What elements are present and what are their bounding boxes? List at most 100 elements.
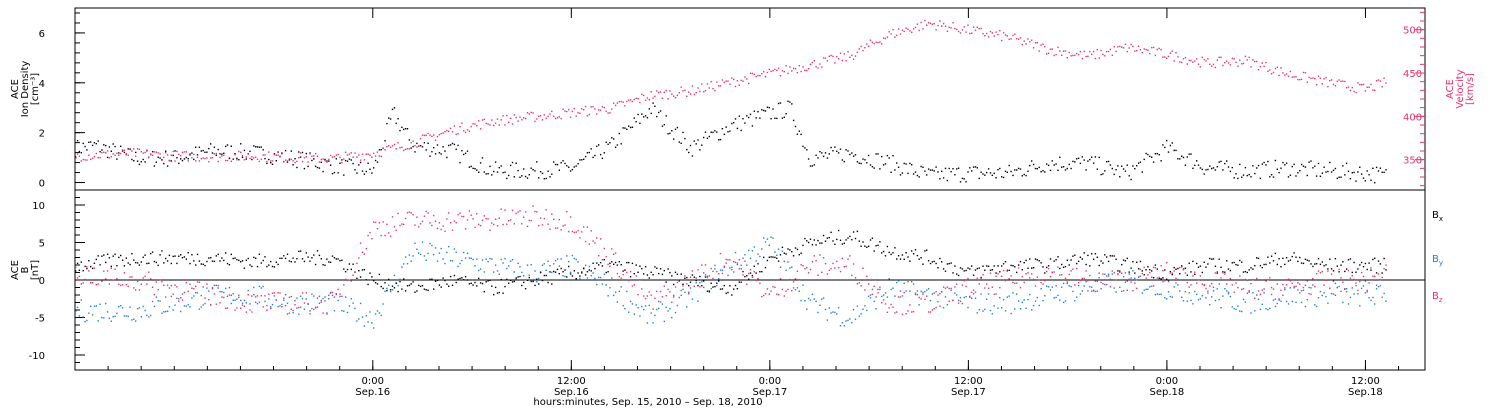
density-series-point	[376, 161, 379, 163]
by-series-point	[605, 284, 607, 286]
velocity-series-point	[208, 161, 210, 163]
bx-series-point	[183, 256, 186, 258]
bz-series-point	[942, 286, 945, 288]
by-series-point	[271, 303, 274, 306]
density-series-point	[763, 109, 765, 112]
by-series-point	[1025, 307, 1027, 309]
bz-series-point	[807, 272, 810, 274]
bx-series-point	[1076, 262, 1078, 265]
bz-series-point	[1314, 285, 1316, 288]
velocity-series-point	[472, 123, 474, 125]
bz-series-point	[916, 294, 919, 296]
by-series-point	[984, 308, 986, 311]
bx-series-point	[538, 283, 540, 285]
velocity-series-point	[236, 159, 238, 161]
by-series-point	[856, 305, 859, 307]
bz-series-point	[333, 296, 336, 298]
by-series-point	[1100, 288, 1102, 290]
velocity-series-point	[135, 155, 137, 157]
bz-series-point	[240, 307, 242, 309]
bz-series-point	[526, 225, 529, 227]
by-series-point	[656, 308, 658, 311]
bx-series-point	[1319, 263, 1322, 265]
density-series-point	[1359, 166, 1361, 168]
density-series-point	[129, 148, 131, 151]
velocity-axis-tick-label: 350	[1403, 156, 1422, 167]
by-series-point	[163, 311, 165, 313]
density-series-point	[1274, 159, 1277, 162]
bx-series-point	[1349, 258, 1352, 260]
by-series-point	[112, 316, 114, 318]
bx-series-point	[984, 269, 986, 271]
density-series-point	[699, 149, 701, 151]
velocity-series-point	[961, 29, 964, 31]
bx-series-point	[911, 250, 913, 252]
bx-series-point	[1098, 264, 1100, 267]
bx-series-point	[569, 273, 572, 275]
bx-series-point	[766, 259, 769, 262]
by-series-point	[1201, 295, 1203, 297]
density-series-point	[1330, 171, 1333, 173]
velocity-series-point	[75, 157, 77, 160]
bz-series-point	[249, 309, 251, 311]
velocity-series-point	[1280, 67, 1282, 69]
velocity-series-point	[860, 45, 862, 48]
bx-series-point	[869, 239, 872, 241]
bz-series-point	[283, 297, 285, 299]
density-series-point	[993, 172, 995, 174]
velocity-series-point	[553, 115, 555, 117]
bx-series-point	[1299, 256, 1301, 259]
density-series-point	[403, 128, 405, 131]
bz-series-point	[1227, 293, 1230, 295]
bz-series-point	[1237, 286, 1239, 289]
density-series-point	[1132, 165, 1134, 167]
b-axis-title-line: ACE	[10, 260, 21, 280]
bz-series-point	[806, 267, 808, 269]
bx-series-point	[240, 261, 242, 263]
density-series-point	[581, 159, 583, 161]
bx-series-point	[536, 278, 538, 280]
velocity-series-point	[354, 152, 356, 154]
density-series-point	[564, 162, 566, 165]
bz-series-point	[903, 292, 905, 294]
velocity-series-point	[875, 41, 877, 43]
by-series-point	[896, 281, 898, 284]
bx-series-point	[90, 265, 92, 268]
density-series-point	[483, 171, 485, 173]
by-series-point	[121, 307, 124, 309]
by-series-point	[1014, 308, 1016, 310]
bx-series-point	[251, 265, 253, 268]
density-series-point	[80, 152, 82, 154]
bz-series-point	[954, 286, 956, 288]
velocity-series-point	[1248, 56, 1250, 59]
velocity-series-point	[1064, 50, 1067, 52]
density-series-point	[140, 161, 142, 163]
by-series-point	[240, 299, 242, 302]
bz-series-point	[408, 211, 411, 213]
density-series-point	[665, 115, 667, 117]
bx-series-point	[956, 273, 958, 275]
bz-series-point	[1149, 271, 1151, 274]
velocity-series-point	[198, 160, 201, 162]
velocity-series-point	[288, 158, 291, 160]
density-series-point	[1278, 171, 1280, 174]
velocity-series-point	[993, 35, 995, 37]
velocity-series-point	[967, 24, 969, 26]
density-series-point	[101, 149, 103, 151]
density-series-point	[989, 172, 992, 174]
velocity-axis-title-line: ACE	[1445, 79, 1456, 99]
by-series-point	[629, 300, 632, 303]
by-series-point	[631, 303, 634, 305]
velocity-series-point	[1122, 47, 1125, 49]
velocity-series-point	[271, 160, 274, 162]
velocity-series-point	[989, 30, 992, 33]
by-series-point	[1055, 296, 1057, 299]
velocity-series-point	[352, 156, 354, 158]
by-series-point	[1300, 301, 1303, 304]
bz-series-point	[266, 309, 268, 311]
by-series-point	[1315, 305, 1318, 308]
velocity-series-point	[1059, 50, 1061, 52]
bx-series-point	[716, 282, 718, 284]
bx-series-point	[328, 261, 330, 263]
density-series-point	[337, 172, 339, 174]
